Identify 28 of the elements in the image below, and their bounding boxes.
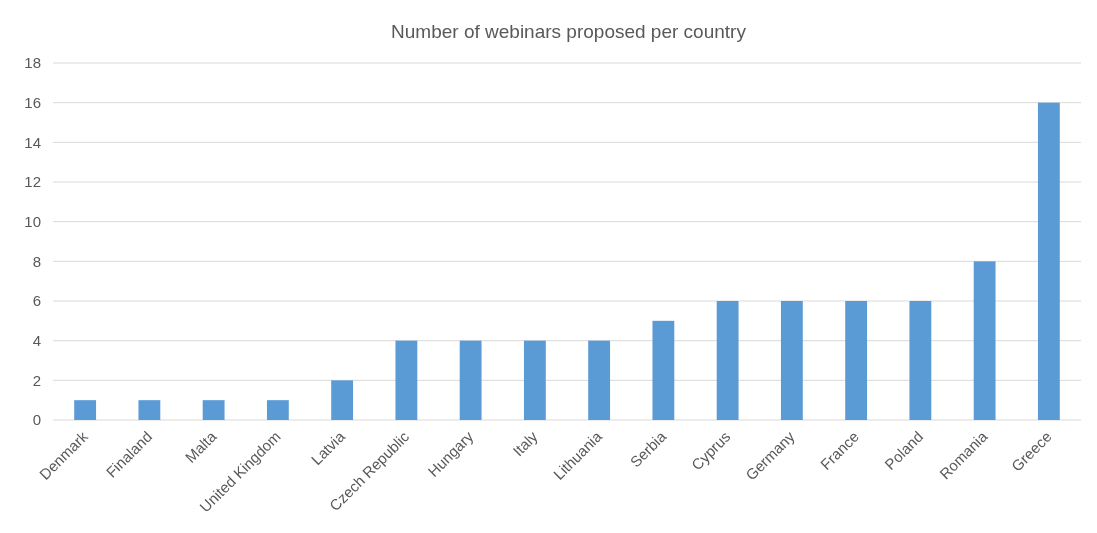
y-tick-label: 0	[32, 411, 41, 429]
y-tick-label: 10	[24, 212, 41, 230]
bar	[652, 320, 675, 420]
bar	[138, 400, 161, 420]
bar	[202, 400, 225, 420]
bar	[716, 301, 739, 420]
y-tick-label: 2	[32, 371, 41, 389]
bar	[973, 261, 996, 420]
bar	[845, 301, 868, 420]
chart-title: Number of webinars proposed per country	[391, 21, 747, 42]
y-tick-label: 6	[32, 292, 41, 310]
y-tick-label: 18	[24, 54, 41, 72]
bar	[909, 301, 932, 420]
x-tick-label: Italy	[509, 427, 542, 460]
y-tick-label: 16	[24, 93, 41, 111]
bar	[331, 380, 354, 420]
bar	[74, 400, 97, 420]
bar	[588, 340, 611, 420]
bar	[523, 340, 546, 420]
bar	[266, 400, 289, 420]
y-tick-label: 4	[32, 331, 41, 349]
bar	[780, 301, 803, 420]
y-tick-label: 12	[24, 173, 41, 191]
bar	[459, 340, 482, 420]
y-tick-label: 14	[24, 133, 41, 151]
bar	[395, 340, 418, 420]
y-tick-label: 8	[32, 252, 41, 270]
bar	[1037, 102, 1060, 420]
